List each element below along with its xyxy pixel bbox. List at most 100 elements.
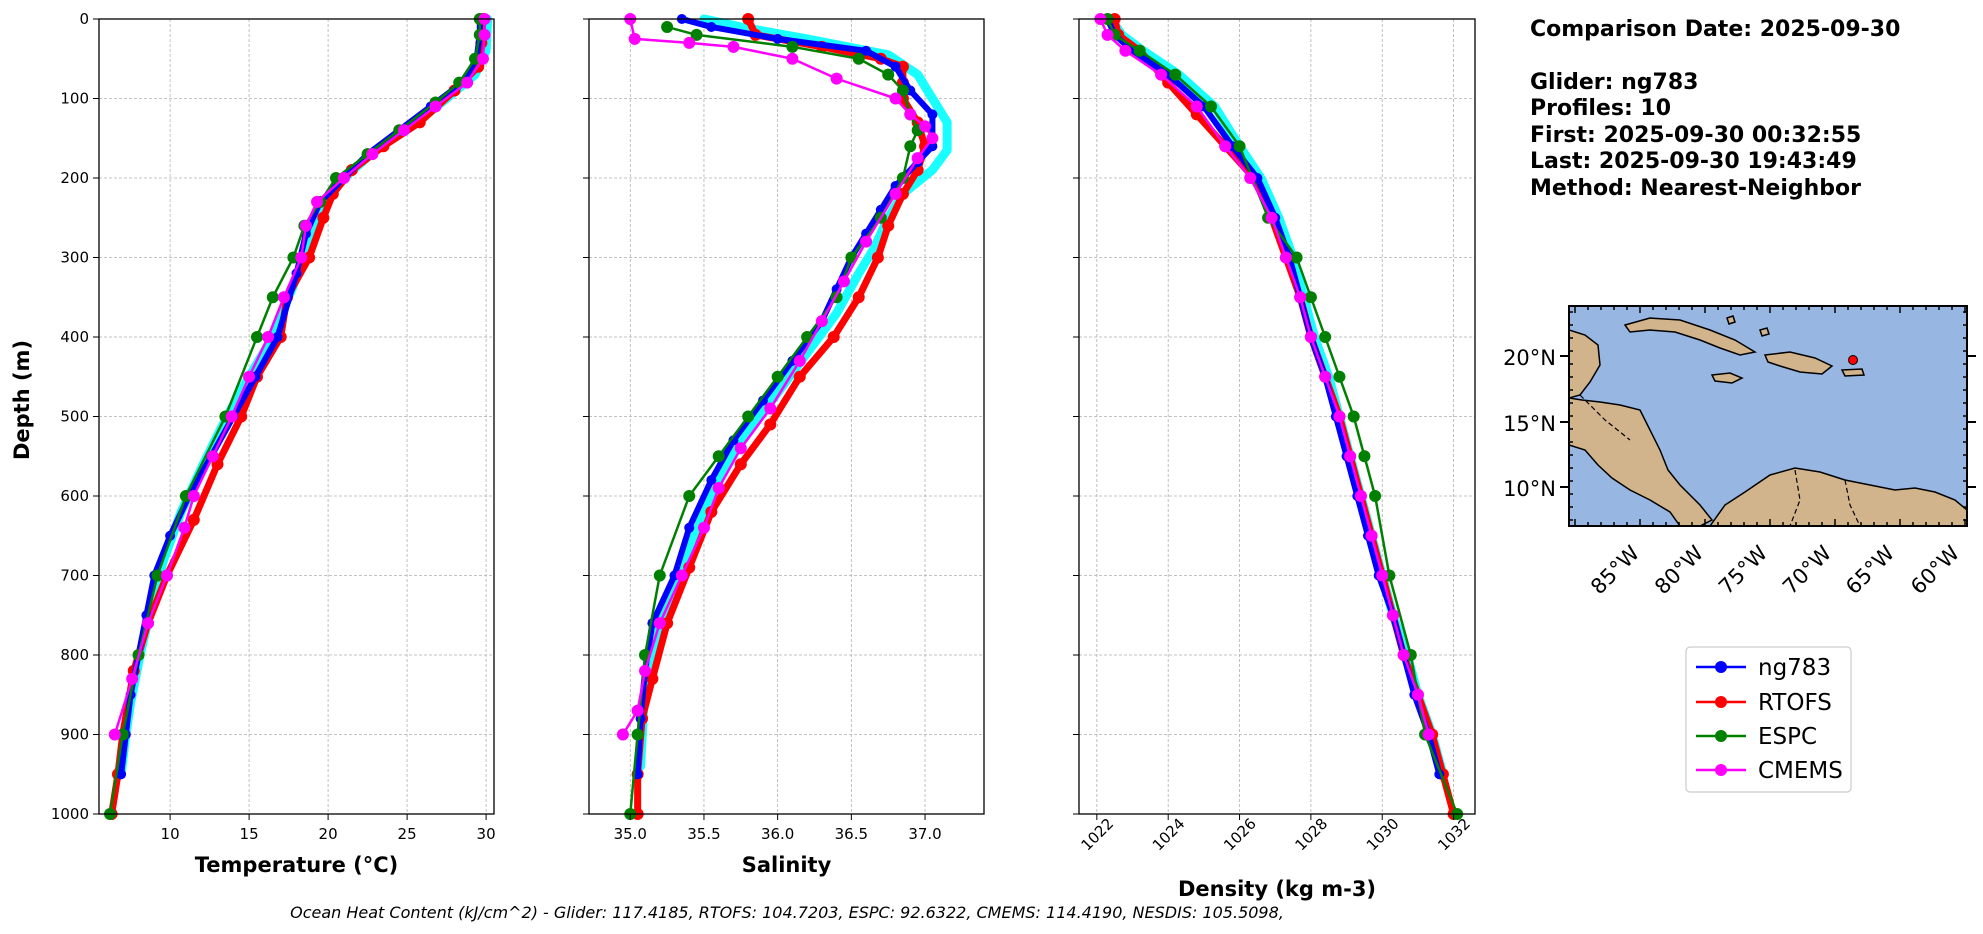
x-tick-label: 15 — [240, 825, 259, 843]
data-point — [1347, 410, 1360, 423]
comparison-date: Comparison Date: 2025-09-30 — [1530, 17, 1900, 42]
x-tick-label: 25 — [398, 825, 417, 843]
data-point — [631, 704, 644, 717]
data-point — [861, 45, 872, 56]
data-point — [151, 569, 164, 582]
data-point — [653, 617, 666, 630]
data-point — [478, 28, 491, 41]
data-point — [243, 370, 256, 383]
data-point — [295, 251, 308, 264]
data-point — [1422, 728, 1435, 741]
salinity-panel: 35.0 35.5 36.0 36.5 37.0 Salinity — [583, 13, 985, 877]
y-tick-label: 200 — [60, 169, 89, 187]
data-point — [706, 475, 717, 486]
lat-label-10n: 10°N — [1503, 477, 1556, 501]
data-point — [616, 728, 629, 741]
data-point — [683, 490, 696, 502]
data-point — [429, 100, 442, 113]
data-point — [837, 275, 850, 288]
temperature-series-cmems — [108, 13, 491, 741]
data-point — [734, 442, 747, 455]
location-map: 20°N 15°N 10°N 85°W 80°W 75°W 70°W 65°W … — [1503, 305, 1976, 599]
data-point — [690, 28, 703, 41]
series-line — [118, 16, 483, 778]
data-point — [742, 410, 755, 423]
x-tick-label: 36.5 — [835, 825, 868, 843]
data-point — [653, 569, 666, 582]
data-point — [772, 33, 783, 44]
info-block: Comparison Date: 2025-09-30 Glider: ng78… — [1530, 17, 1900, 201]
data-point — [178, 521, 191, 534]
data-point — [771, 370, 784, 383]
y-tick-label: 1000 — [51, 805, 89, 823]
y-tick-label: 800 — [60, 646, 89, 664]
lon-label-60w: 60°W — [1906, 541, 1964, 599]
lon-label-85w: 85°W — [1586, 541, 1644, 599]
data-point — [1333, 410, 1346, 423]
data-point — [712, 450, 725, 463]
density-spread-band — [1106, 14, 1448, 779]
series-line — [108, 15, 487, 818]
legend-label-rtofs: RTOFS — [1758, 690, 1832, 716]
data-point — [1233, 140, 1246, 153]
data-point — [889, 92, 902, 105]
data-point — [116, 769, 127, 780]
map-ticks — [1560, 306, 1976, 526]
legend-label-ng783: ng783 — [1758, 655, 1831, 681]
legend-entry-ng783: ng783 — [1696, 655, 1831, 681]
data-point — [266, 291, 279, 304]
data-point — [1376, 569, 1389, 582]
legend-entry-espc: ESPC — [1696, 724, 1817, 750]
data-point — [397, 124, 410, 137]
lon-label-70w: 70°W — [1778, 541, 1836, 599]
y-tick-label: 100 — [60, 90, 89, 108]
data-point — [830, 72, 843, 85]
y-tick-label: 400 — [60, 328, 89, 346]
lon-label-80w: 80°W — [1650, 541, 1708, 599]
data-point — [1133, 44, 1146, 57]
lon-label-65w: 65°W — [1841, 541, 1899, 599]
data-point — [882, 68, 895, 81]
data-point — [1333, 370, 1346, 383]
data-point — [272, 332, 283, 342]
data-point — [1119, 44, 1132, 57]
x-tick-label: 1024 — [1149, 815, 1189, 855]
data-point — [251, 331, 263, 343]
map-borders — [1579, 394, 1861, 526]
data-point — [126, 672, 139, 685]
legend: ng783 RTOFS ESPC CMEMS — [1685, 646, 1852, 793]
data-point — [187, 513, 200, 526]
legend-label-espc: ESPC — [1758, 724, 1817, 750]
profile-panels: 0 100 200 300 400 500 600 700 800 900 1000 10 15 20 25… — [51, 10, 1476, 901]
temperature-spread-band — [116, 14, 493, 779]
data-point — [628, 32, 641, 45]
data-point — [815, 315, 828, 328]
data-point — [1365, 529, 1378, 542]
x-tick-label: 36.0 — [761, 825, 794, 843]
data-point — [911, 152, 924, 165]
data-point — [1190, 100, 1203, 113]
x-tick-label: 37.0 — [908, 825, 941, 843]
series-line — [1106, 17, 1459, 816]
data-point — [661, 20, 674, 33]
data-point — [871, 251, 884, 264]
data-point — [1101, 28, 1114, 41]
data-point — [706, 21, 717, 32]
data-point — [108, 728, 121, 741]
y-tick-label: 0 — [79, 10, 89, 28]
temperature-axis-label: Temperature (°C) — [195, 853, 398, 877]
data-point — [225, 410, 238, 423]
density-series-cmems — [1094, 13, 1435, 741]
data-point — [852, 52, 865, 65]
data-point — [1304, 331, 1317, 343]
series-line — [1104, 16, 1443, 778]
data-point — [1279, 251, 1292, 264]
ocean-heat-content-footer: Ocean Heat Content (kJ/cm^2) - Glider: 1… — [290, 903, 1284, 922]
y-tick-label: 700 — [60, 567, 89, 585]
data-point — [1319, 370, 1332, 383]
data-point — [764, 418, 777, 431]
data-point — [1319, 331, 1332, 343]
data-point — [1155, 68, 1168, 81]
series-line — [1099, 17, 1430, 736]
data-point — [1205, 100, 1217, 113]
